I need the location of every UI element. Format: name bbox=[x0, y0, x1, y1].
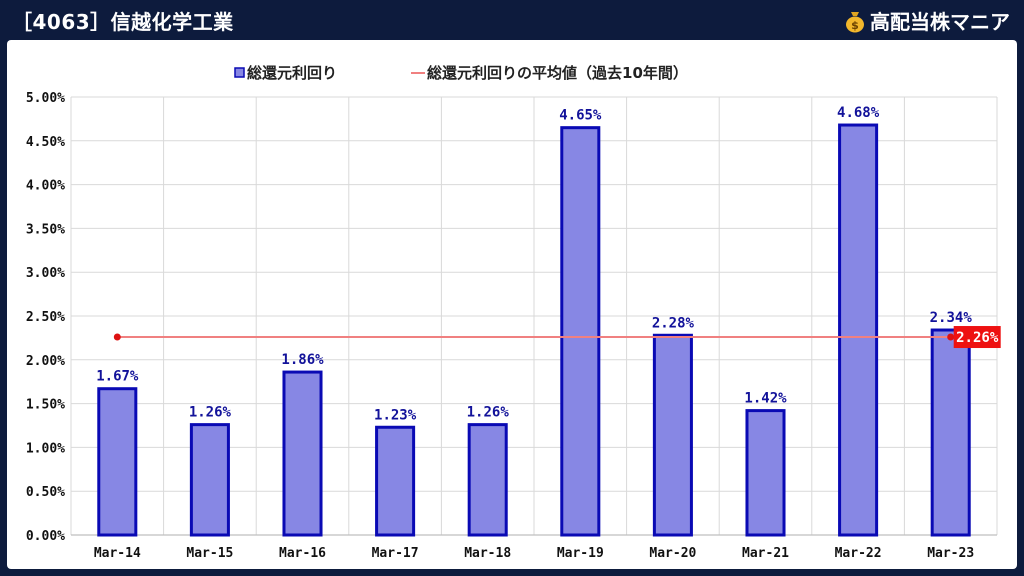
page-title: ［4063］信越化学工業 bbox=[12, 10, 234, 34]
x-tick-label: Mar-20 bbox=[649, 546, 696, 561]
bar-data-label: 1.67% bbox=[96, 369, 139, 385]
x-tick-label: Mar-18 bbox=[464, 546, 511, 561]
bar-data-label: 1.23% bbox=[374, 407, 417, 423]
x-tick-label: Mar-19 bbox=[557, 546, 604, 561]
legend-swatch-bar bbox=[234, 67, 245, 78]
x-tick-label: Mar-16 bbox=[279, 546, 326, 561]
y-tick-label: 3.00% bbox=[26, 266, 65, 281]
bar-data-label: 4.65% bbox=[559, 108, 602, 124]
bar-data-label: 1.26% bbox=[189, 405, 232, 421]
bar bbox=[930, 328, 971, 537]
bar-data-label: 1.86% bbox=[281, 352, 324, 368]
bar bbox=[282, 370, 323, 537]
y-tick-label: 1.50% bbox=[26, 398, 65, 413]
brand-name: 高配当株マニア bbox=[870, 10, 1010, 34]
bar-data-label: 1.26% bbox=[467, 405, 510, 421]
x-tick-label: Mar-22 bbox=[835, 546, 882, 561]
bar-data-label: 2.34% bbox=[930, 310, 973, 326]
bar bbox=[467, 423, 508, 537]
y-tick-label: 4.00% bbox=[26, 179, 65, 194]
bar bbox=[97, 387, 138, 537]
average-line-end-marker bbox=[947, 333, 955, 341]
y-tick-label: 2.50% bbox=[26, 310, 65, 325]
svg-text:$: $ bbox=[851, 19, 859, 32]
y-tick-label: 0.00% bbox=[26, 529, 65, 544]
bar bbox=[375, 425, 416, 537]
bar bbox=[189, 423, 230, 537]
bar-data-label: 4.68% bbox=[837, 105, 880, 121]
y-tick-label: 0.50% bbox=[26, 485, 65, 500]
x-tick-label: Mar-21 bbox=[742, 546, 789, 561]
y-tick-label: 5.00% bbox=[26, 91, 65, 106]
y-tick-label: 1.00% bbox=[26, 441, 65, 456]
legend-label-bar: 総還元利回り bbox=[247, 64, 337, 82]
bar bbox=[838, 123, 879, 537]
average-line-start-marker bbox=[113, 333, 121, 341]
money-bag-icon: $ bbox=[846, 11, 864, 32]
x-tick-label: Mar-15 bbox=[186, 546, 233, 561]
x-tick-label: Mar-23 bbox=[927, 546, 974, 561]
bar-chart: 0.00% 0.50% 1.00% 1.50% 2.00% 2.50% 3.00% 3.50%… bbox=[26, 64, 1001, 561]
average-value-label: 2.26% bbox=[956, 330, 999, 346]
bar bbox=[745, 409, 786, 537]
chart-panel: 0.00% 0.50% 1.00% 1.50% 2.00% 2.50% 3.00% 3.50%… bbox=[7, 40, 1017, 569]
average-value-badge bbox=[953, 326, 1001, 349]
bar bbox=[652, 333, 693, 537]
legend-label-line: 総還元利回りの平均値（過去10年間） bbox=[427, 64, 688, 82]
y-tick-label: 3.50% bbox=[26, 222, 65, 237]
x-tick-label: Mar-17 bbox=[372, 546, 419, 561]
x-tick-label: Mar-14 bbox=[94, 546, 141, 561]
y-tick-label: 2.00% bbox=[26, 354, 65, 369]
y-tick-label: 4.50% bbox=[26, 135, 65, 150]
bar-data-label: 2.28% bbox=[652, 315, 695, 331]
brand-logo: $ 高配当株マニア bbox=[844, 6, 1010, 35]
bar-data-label: 1.42% bbox=[744, 391, 787, 407]
bar bbox=[560, 126, 601, 537]
